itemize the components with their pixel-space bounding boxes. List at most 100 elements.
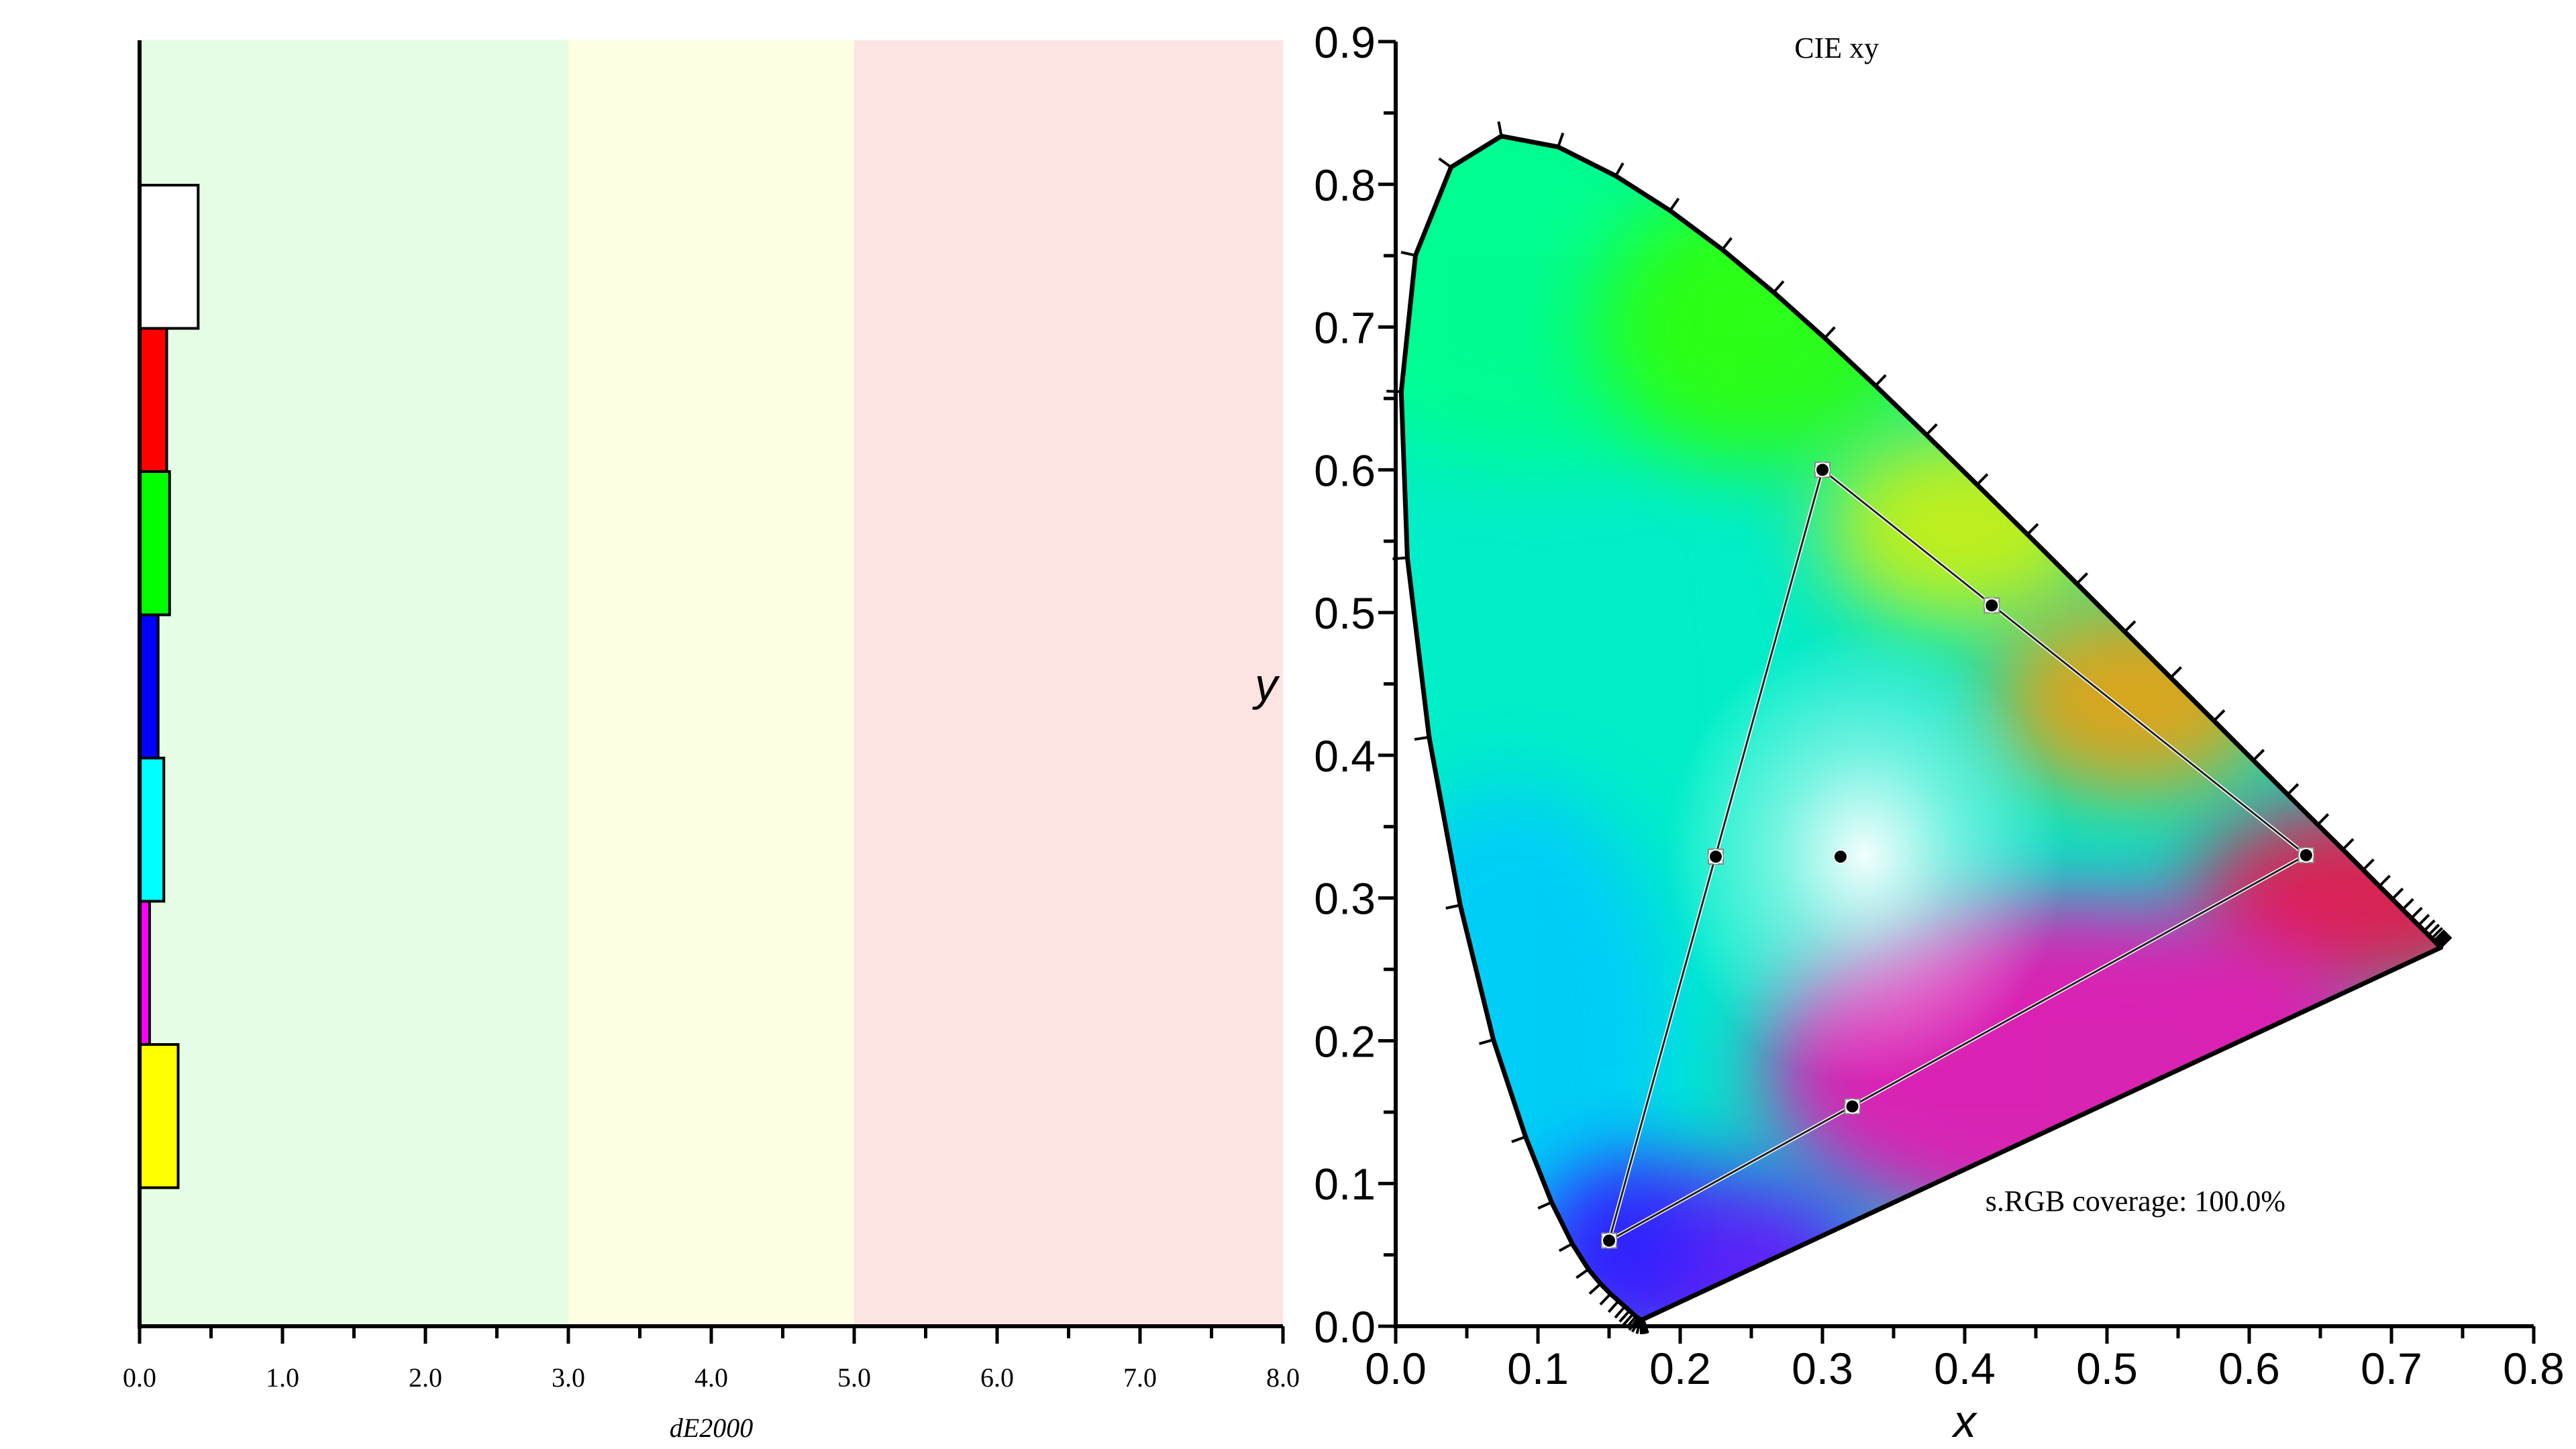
spectral-locus-tick [1622, 1313, 1635, 1326]
bar-green [138, 470, 171, 616]
bar-red [138, 327, 168, 473]
bar-blue [138, 613, 160, 759]
cie-y-tick-label: 0.6 [1314, 445, 1376, 495]
spectral-locus-tick [1669, 197, 1680, 212]
de2000-bars [138, 184, 200, 1189]
spectral-locus-tick [2433, 929, 2446, 942]
spectral-locus-tick [1558, 1242, 1574, 1252]
spectral-locus-tick [1576, 1268, 1590, 1279]
de2000-x-tick-label: 4.0 [694, 1362, 728, 1393]
spectral-locus-tick [1400, 251, 1416, 257]
cie-axis-ticks: 0.0 0.1 0.2 0.3 0.4 0.5 0.6 0.7 0.8 0.9 0.0 0.1 0.2 0… [1314, 17, 2565, 1393]
measured-point-yellow [1984, 598, 2000, 613]
spectral-locus-tick [1478, 1038, 1494, 1045]
de2000-bar-chart: 0.0 1.0 2.0 3.0 4.0 5.0 6.0 7.0 8.0 dE2000 [123, 40, 1300, 1443]
cie-y-axis-label: y [1252, 659, 1280, 710]
measured-point-cyan [1708, 849, 1723, 864]
spectral-locus-tick [2213, 709, 2226, 722]
de2000-x-tick-label: 2.0 [409, 1362, 442, 1393]
cie-x-tick-label: 0.7 [2361, 1344, 2422, 1393]
bar-yellow [138, 1043, 180, 1189]
tolerance-zone-1 [568, 40, 854, 1326]
cie-y-tick-label: 0.2 [1314, 1016, 1376, 1066]
cie-x-tick-label: 0.1 [1507, 1344, 1569, 1393]
cie-x-tick-label: 0.5 [2076, 1344, 2138, 1393]
de2000-x-tick-label: 6.0 [980, 1362, 1014, 1393]
spectral-locus-tick [1414, 735, 1430, 741]
cie-x-tick-label: 0.4 [1934, 1344, 1996, 1393]
spectral-locus-tick [1874, 374, 1887, 387]
spectral-locus-tick [2169, 666, 2182, 679]
gamut-fill-blobs [1401, 136, 2441, 1320]
cie-y-tick-label: 0.7 [1314, 303, 1376, 353]
spectral-locus-tick [1618, 1309, 1631, 1323]
spectral-locus-tick [1614, 1305, 1627, 1319]
de2000-x-axis-label: dE2000 [670, 1413, 753, 1443]
spectral-locus-tick [2286, 783, 2300, 796]
spectral-locus-tick [2316, 813, 2330, 826]
cie-x-axis-label: x [1951, 1396, 1977, 1447]
spectral-locus-tick [2378, 875, 2391, 888]
spectral-locus-tick [2252, 749, 2265, 761]
spectral-locus-tick [2423, 919, 2436, 932]
spectral-locus-tick [2436, 932, 2449, 945]
spectral-locus-tick [2391, 888, 2404, 900]
spectral-locus-tick [2430, 926, 2443, 940]
tolerance-zones [140, 40, 1283, 1326]
spectral-locus-tick [1557, 132, 1565, 148]
spectral-locus-tick [1607, 1300, 1620, 1313]
cie-x-tick-label: 0.6 [2218, 1344, 2280, 1393]
cie-x-tick-label: 0.8 [2503, 1344, 2565, 1393]
spectral-locus-tick [1537, 1201, 1553, 1210]
cie-x-tick-label: 0.2 [1649, 1344, 1711, 1393]
cie-y-tick-label: 0.0 [1314, 1302, 1376, 1352]
measured-point-green [1815, 462, 1830, 478]
spectral-locus-tick [1599, 1293, 1612, 1305]
spectral-locus-tick [1497, 121, 1503, 137]
spectral-locus-tick [2075, 572, 2089, 585]
cie-xy-chart: 0.0 0.1 0.2 0.3 0.4 0.5 0.6 0.7 0.8 0.9 0.0 0.1 0.2 0… [1252, 17, 2565, 1447]
tolerance-zone-0 [140, 40, 568, 1326]
gamut-blob-2 [1594, 184, 1937, 470]
spectral-locus-tick [2124, 620, 2136, 633]
spectral-locus-tick [2402, 898, 2414, 911]
spectral-locus-tick [2026, 523, 2039, 536]
spectral-locus-tick [1823, 326, 1836, 339]
spectral-locus-tick [1925, 423, 1938, 436]
spectral-locus-tick [2434, 930, 2447, 944]
spectral-locus-tick [1511, 1135, 1527, 1143]
spectral-locus-tick [1445, 904, 1461, 910]
gamut-blob-4 [1822, 427, 2107, 627]
measured-point-blue [1602, 1233, 1616, 1248]
measured-point-magenta [1845, 1099, 1860, 1114]
cie-x-tick-label: 0.0 [1365, 1344, 1427, 1393]
bar-cyan [138, 757, 166, 903]
cie-y-tick-label: 0.1 [1314, 1159, 1376, 1209]
srgb-coverage-annotation: s.RGB coverage: 100.0% [1986, 1185, 2285, 1218]
cie-y-tick-label: 0.9 [1314, 17, 1376, 67]
spectral-locus-tick [2410, 906, 2423, 920]
spectral-locus-tick [1438, 157, 1452, 168]
bar-white [138, 184, 200, 330]
measured-point-red [2298, 847, 2314, 863]
cie-x-tick-label: 0.3 [1792, 1344, 1853, 1393]
white-point-glow [1665, 627, 2065, 1084]
spectral-locus-tick [2427, 924, 2440, 936]
de2000-x-tick-label: 7.0 [1123, 1362, 1157, 1393]
spectral-locus-tick [1588, 1283, 1602, 1295]
de2000-x-tick-label: 1.0 [266, 1362, 299, 1393]
measured-points [1602, 462, 2314, 1248]
spectral-locus-tick [2438, 934, 2451, 947]
spectral-locus-tick [1721, 237, 1733, 251]
de2000-x-ticks: 0.0 1.0 2.0 3.0 4.0 5.0 6.0 7.0 8.0 [123, 1326, 1300, 1393]
cie-y-tick-label: 0.3 [1314, 874, 1376, 924]
de2000-x-tick-label: 0.0 [123, 1362, 156, 1393]
spectral-locus-tick [1772, 280, 1785, 294]
spectral-locus-tick [1976, 473, 1989, 486]
cie-y-tick-label: 0.5 [1314, 588, 1376, 638]
chart-title: CIE xy [1794, 32, 1879, 64]
spectral-locus-tick [2436, 933, 2450, 946]
de2000-x-tick-label: 5.0 [837, 1362, 871, 1393]
spectral-locus-tick [1614, 162, 1625, 177]
